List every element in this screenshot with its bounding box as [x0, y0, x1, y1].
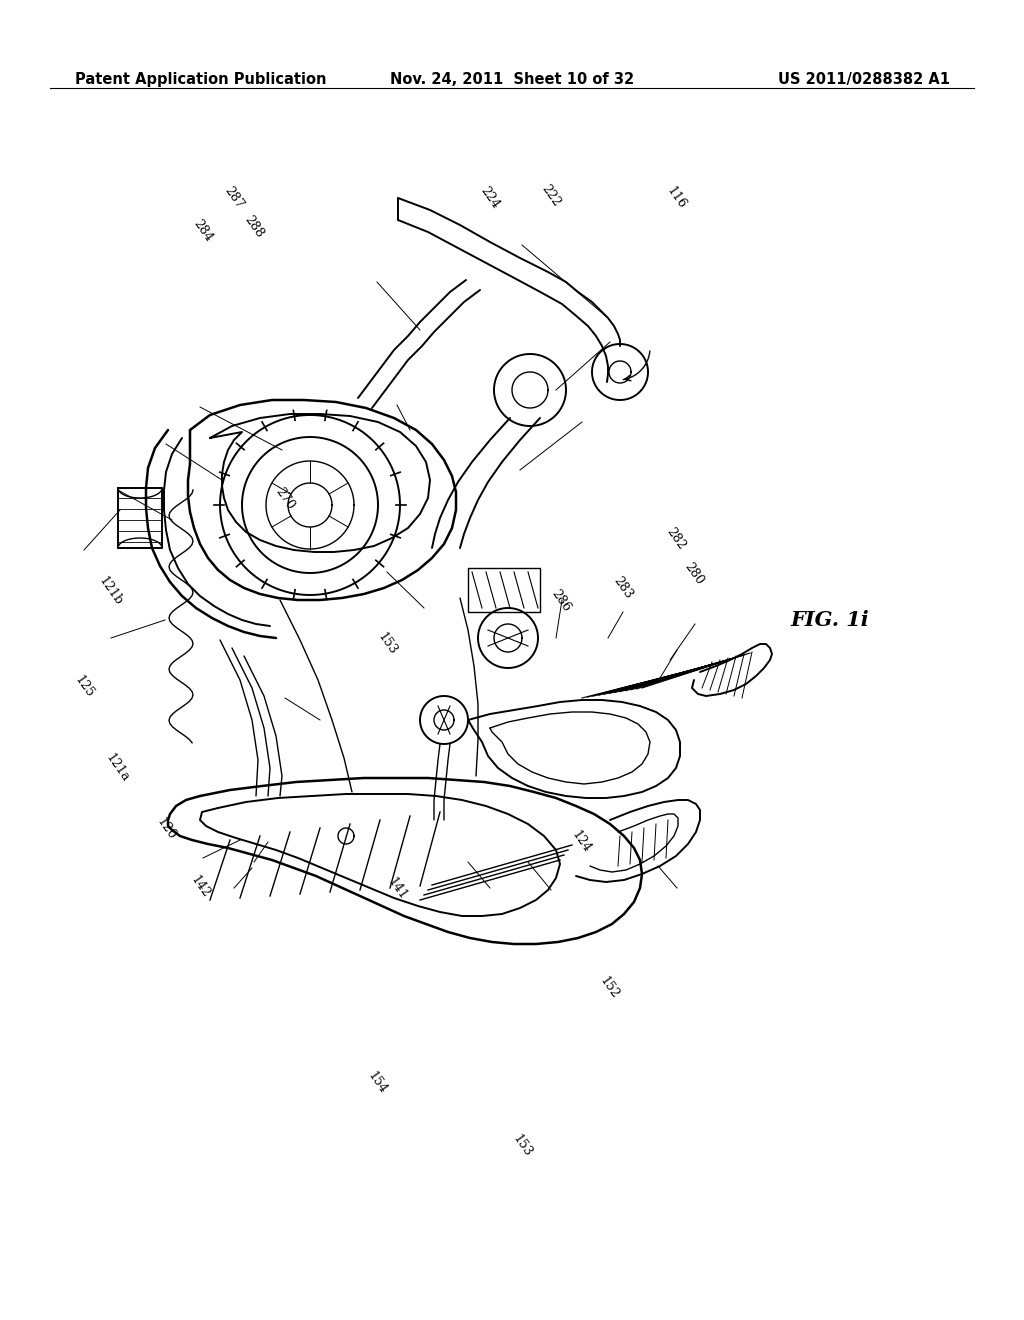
Text: 152: 152: [597, 974, 622, 1001]
Text: 287: 287: [221, 185, 246, 211]
Text: 142: 142: [187, 874, 212, 900]
Text: 120: 120: [154, 816, 178, 842]
Text: 124: 124: [569, 829, 594, 855]
Text: 283: 283: [610, 574, 635, 601]
Text: 116: 116: [664, 185, 688, 211]
Text: 282: 282: [664, 525, 688, 552]
Text: FIG. 1i: FIG. 1i: [790, 610, 868, 630]
Text: 153: 153: [375, 631, 399, 657]
Text: 121b: 121b: [96, 574, 125, 609]
Text: 280: 280: [682, 561, 707, 587]
Text: 270: 270: [272, 486, 297, 512]
Text: 288: 288: [242, 214, 266, 240]
Text: 284: 284: [190, 218, 215, 244]
Text: Nov. 24, 2011  Sheet 10 of 32: Nov. 24, 2011 Sheet 10 of 32: [390, 73, 634, 87]
Text: 154: 154: [365, 1069, 389, 1096]
Text: 141: 141: [385, 875, 410, 902]
Text: 224: 224: [477, 185, 502, 211]
Text: 286: 286: [549, 587, 573, 614]
Text: US 2011/0288382 A1: US 2011/0288382 A1: [778, 73, 950, 87]
Text: Patent Application Publication: Patent Application Publication: [75, 73, 327, 87]
Text: 222: 222: [539, 182, 563, 209]
Text: 121a: 121a: [103, 751, 132, 785]
Text: 153: 153: [510, 1133, 535, 1159]
Text: 125: 125: [72, 673, 96, 700]
